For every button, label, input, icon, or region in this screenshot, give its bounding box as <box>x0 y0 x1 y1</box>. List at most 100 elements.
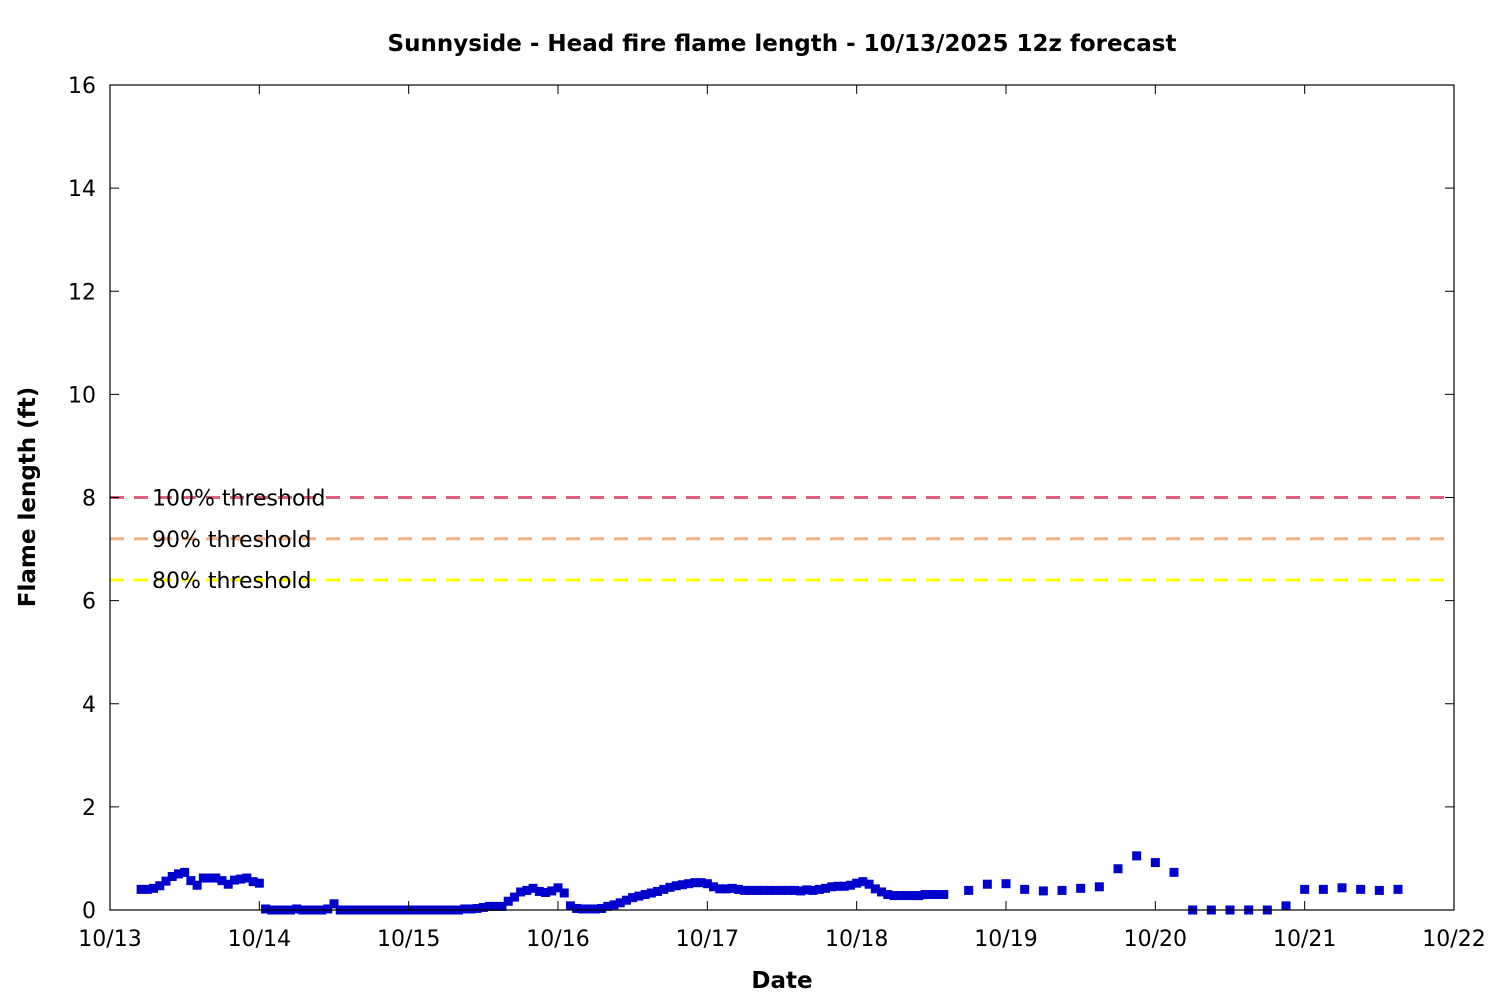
data-point <box>827 882 837 892</box>
data-point <box>547 886 557 896</box>
data-point <box>895 891 905 901</box>
data-point <box>534 886 544 896</box>
data-point <box>883 890 893 900</box>
axis-ticks: 10/13 10/14 10/15 10/16 10/17 10/18 10/19 10/20… <box>68 74 1486 952</box>
data-point <box>677 880 687 890</box>
x-axis-label: Date <box>751 968 812 994</box>
data-point <box>796 886 806 896</box>
data-point <box>572 903 582 913</box>
data-point <box>491 901 501 911</box>
data-point <box>1318 884 1328 894</box>
data-point <box>597 903 607 913</box>
data-point <box>229 875 239 885</box>
data-point <box>684 879 694 889</box>
data-point <box>845 880 855 890</box>
data-point <box>186 876 196 886</box>
data-point <box>702 879 712 889</box>
legend: 100% threshold 90% threshold 80% threshold <box>152 487 326 595</box>
x-tick-label: 10/16 <box>526 927 589 952</box>
data-point <box>460 904 470 914</box>
data-point <box>926 890 936 900</box>
data-point <box>690 878 700 888</box>
threshold-lines <box>110 496 1454 582</box>
data-point <box>870 884 880 894</box>
data-point <box>559 888 569 898</box>
data-point <box>522 885 532 895</box>
data-point <box>1038 886 1048 896</box>
data-point <box>497 901 507 911</box>
data-point <box>733 884 743 894</box>
data-point <box>1337 883 1347 893</box>
data-point <box>783 885 793 895</box>
data-point <box>696 878 706 888</box>
data-point <box>261 904 271 914</box>
data-point <box>161 876 171 886</box>
data-point <box>217 876 227 886</box>
data-point <box>1132 851 1142 861</box>
y-tick-label: 2 <box>82 796 96 821</box>
data-point <box>553 883 563 893</box>
data-point <box>740 885 750 895</box>
data-point <box>833 881 843 891</box>
data-point <box>920 890 930 900</box>
data-point <box>292 904 302 914</box>
data-point <box>578 904 588 914</box>
data-point <box>933 890 943 900</box>
data-point <box>1076 883 1086 893</box>
data-point <box>914 891 924 901</box>
data-point <box>541 887 551 897</box>
data-point <box>1113 864 1123 874</box>
data-point <box>485 901 495 911</box>
data-point <box>242 873 252 883</box>
data-point <box>821 883 831 893</box>
data-point <box>858 877 868 887</box>
data-point <box>771 885 781 895</box>
x-tick-label: 10/19 <box>974 927 1037 952</box>
plot-frame <box>109 84 1455 911</box>
x-tick-label: 10/13 <box>78 927 141 952</box>
data-point <box>640 890 650 900</box>
data-point <box>254 878 264 888</box>
data-point <box>765 885 775 895</box>
data-point <box>665 882 675 892</box>
y-tick-label: 8 <box>82 487 96 512</box>
x-tick-label: 10/22 <box>1422 927 1485 952</box>
data-point <box>584 904 594 914</box>
data-point <box>1057 885 1067 895</box>
data-point <box>1094 882 1104 892</box>
data-point <box>180 867 190 877</box>
threshold-label: 90% threshold <box>152 528 312 553</box>
y-tick-label: 10 <box>68 383 96 408</box>
data-point <box>136 884 146 894</box>
data-point <box>1150 858 1160 868</box>
x-tick-label: 10/21 <box>1273 927 1336 952</box>
data-point <box>727 883 737 893</box>
data-point <box>466 904 476 914</box>
data-point <box>1393 884 1403 894</box>
data-point <box>839 881 849 891</box>
data-point <box>603 901 613 911</box>
data-point <box>329 899 339 909</box>
data-point <box>223 879 233 889</box>
data-point <box>472 903 482 913</box>
data-point <box>516 887 526 897</box>
data-point <box>852 878 862 888</box>
data-point <box>1001 879 1011 889</box>
data-point <box>864 879 874 889</box>
data-point <box>173 869 183 879</box>
data-point <box>1169 867 1179 877</box>
data-point <box>615 898 625 908</box>
threshold-label: 80% threshold <box>152 569 312 594</box>
data-point <box>789 885 799 895</box>
data-point <box>752 885 762 895</box>
data-point <box>1281 901 1291 911</box>
y-tick-label: 0 <box>82 899 96 924</box>
data-point <box>758 885 768 895</box>
data-point <box>609 900 619 910</box>
flame-length-series <box>136 851 1403 915</box>
data-point <box>236 874 246 884</box>
data-point <box>1356 884 1366 894</box>
data-point <box>205 873 215 883</box>
data-point <box>142 884 152 894</box>
